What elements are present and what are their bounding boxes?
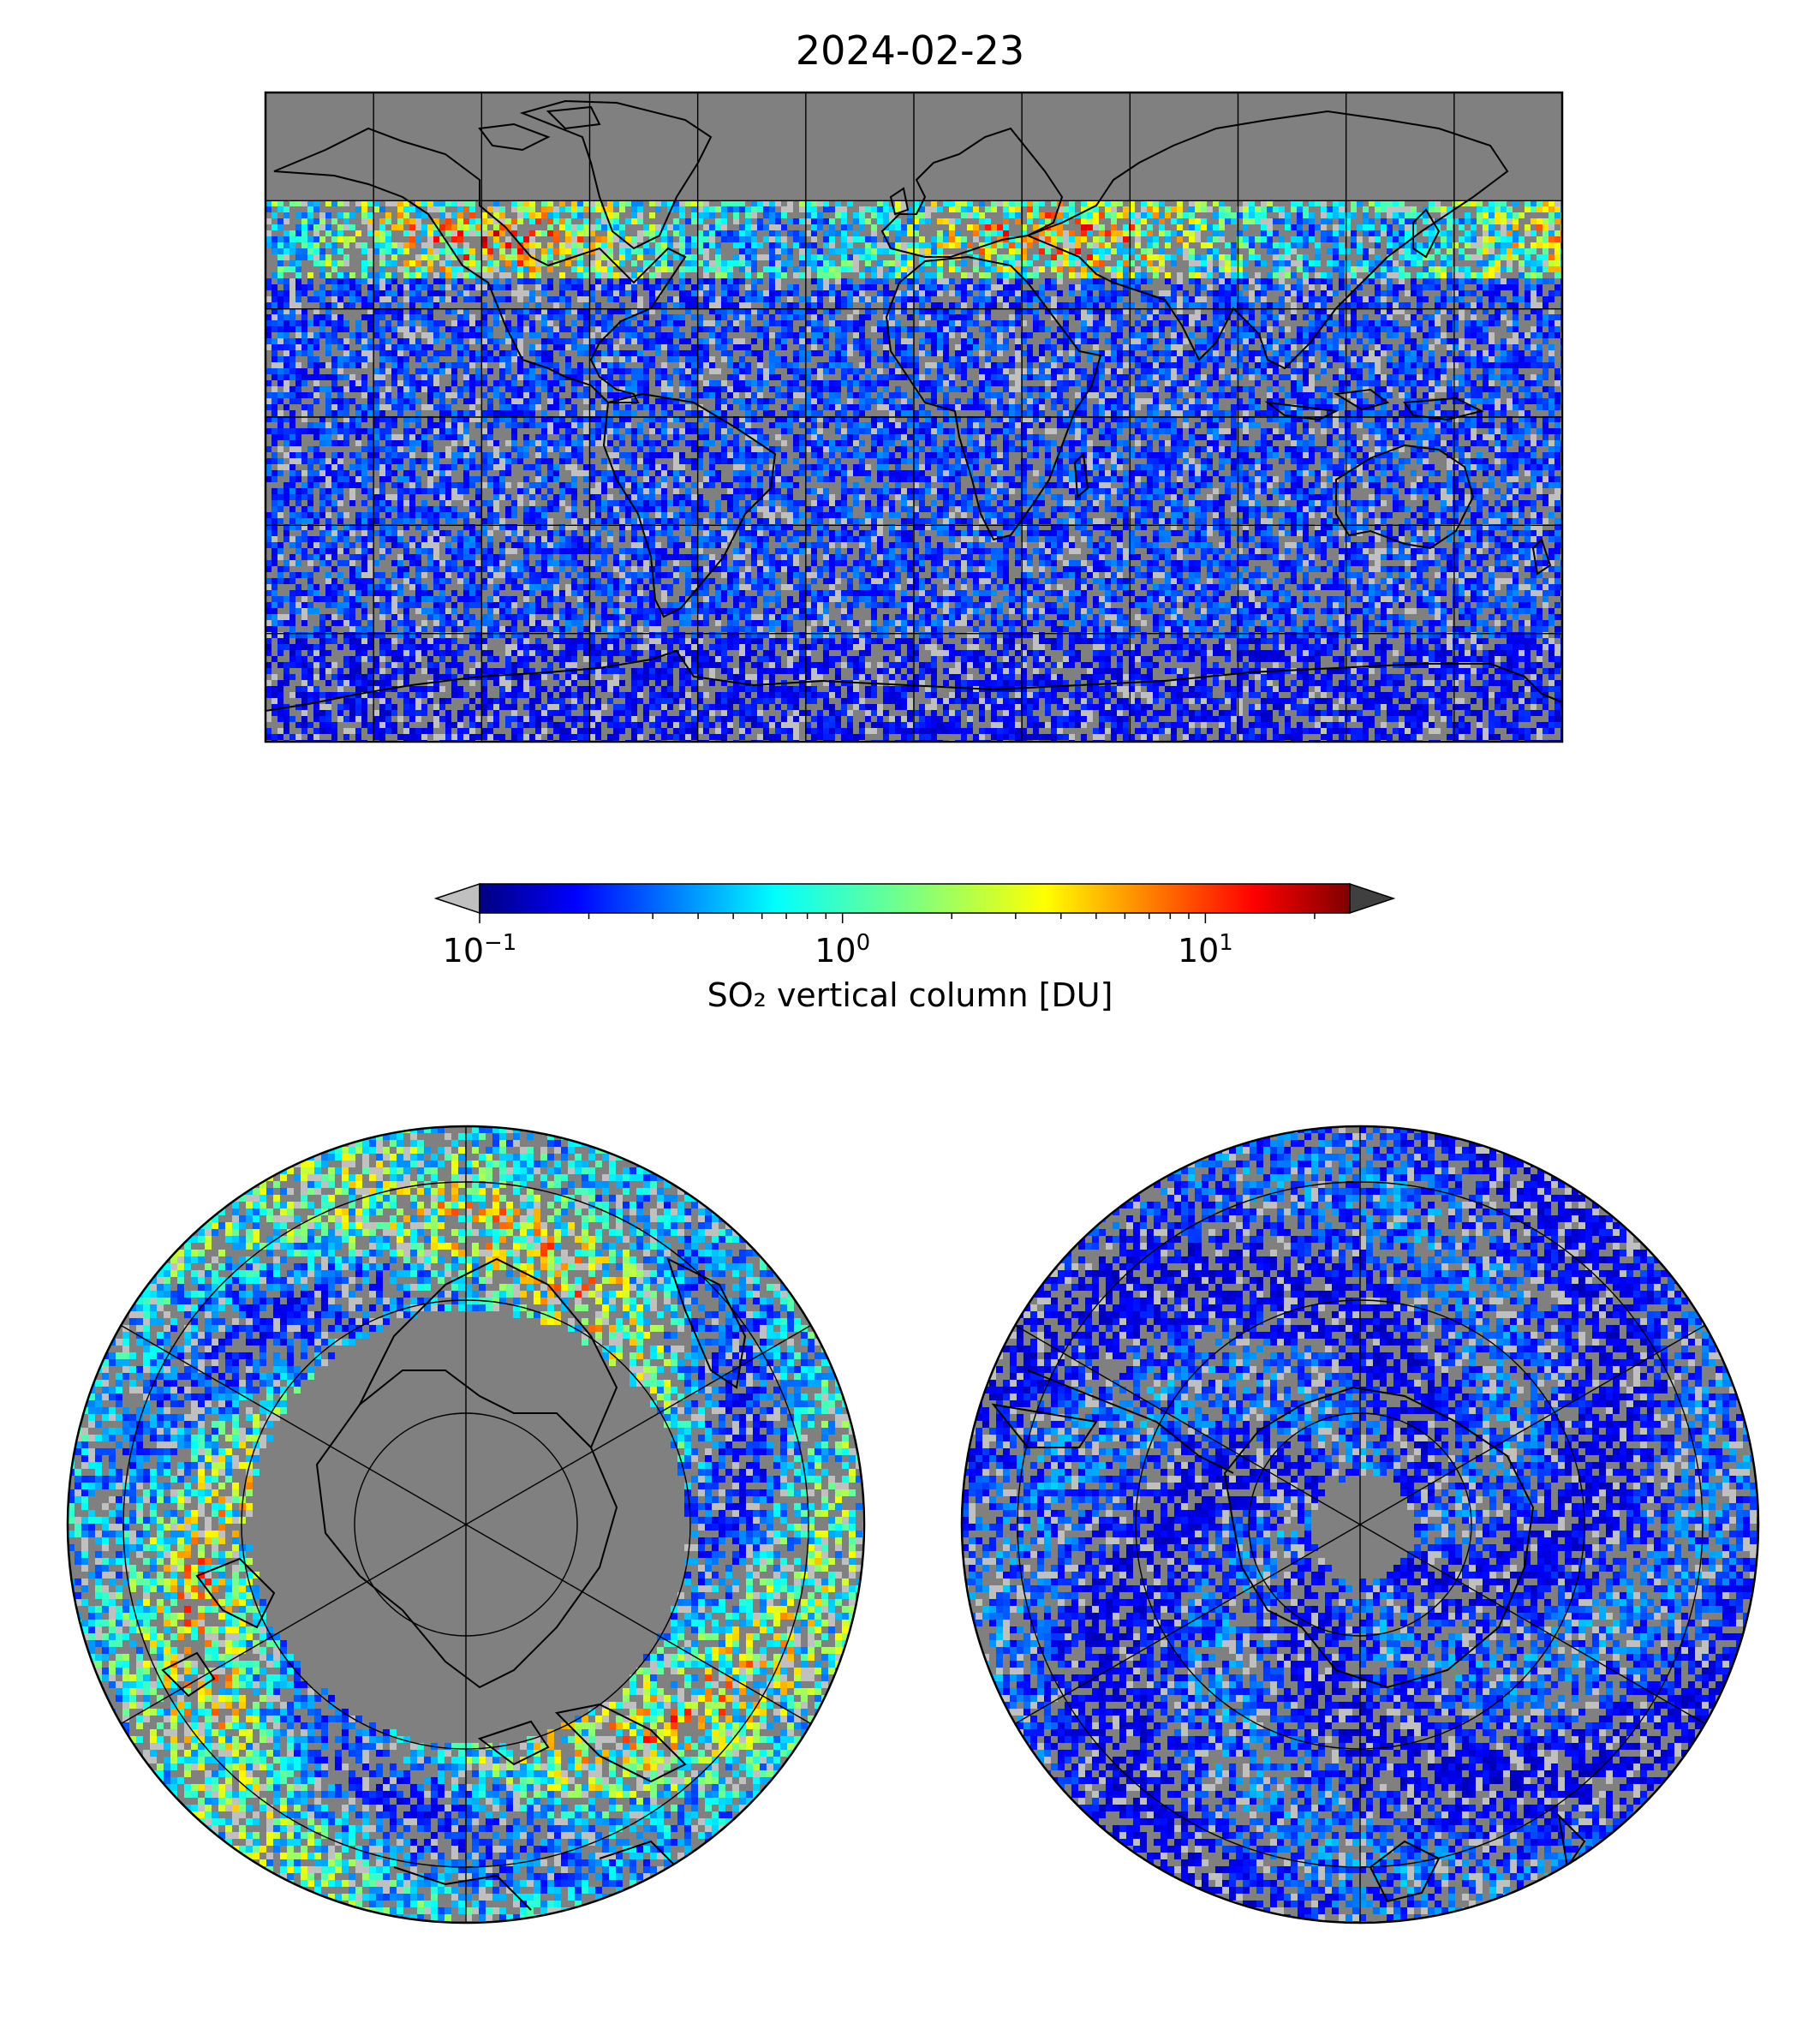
colorbar-frame bbox=[479, 883, 1351, 914]
meridian-line bbox=[1014, 1324, 1361, 1525]
meridian-line bbox=[465, 1524, 812, 1725]
global-map-frame bbox=[264, 91, 1564, 743]
north-polar-graticule bbox=[120, 1126, 812, 1923]
colorbar bbox=[433, 882, 1396, 923]
south-polar-frame bbox=[960, 1125, 1760, 1925]
colorbar-label: SO₂ vertical column [DU] bbox=[0, 976, 1820, 1014]
colorbar-gradient bbox=[480, 884, 1350, 913]
tick-base: 10 bbox=[443, 932, 484, 970]
tick-exponent: −1 bbox=[484, 930, 516, 956]
meridian-line bbox=[1014, 1524, 1361, 1725]
meridian-line bbox=[465, 1324, 812, 1525]
colorbar-under-extension bbox=[433, 882, 480, 915]
tick-base: 10 bbox=[815, 932, 856, 970]
colorbar-tick-label: 10−1 bbox=[443, 932, 517, 970]
meridian-line bbox=[1359, 1524, 1706, 1725]
tick-exponent: 0 bbox=[856, 930, 871, 956]
colorbar-ticks bbox=[479, 913, 1316, 923]
meridian-line bbox=[1359, 1324, 1706, 1525]
tick-base: 10 bbox=[1178, 932, 1219, 970]
meridian-line bbox=[120, 1324, 467, 1525]
global-graticule bbox=[266, 92, 1562, 742]
figure-title: 2024-02-23 bbox=[0, 27, 1820, 74]
tick-exponent: 1 bbox=[1219, 930, 1233, 956]
south-polar-map-panel bbox=[960, 1125, 1760, 1925]
colorbar-tick-label: 101 bbox=[1178, 932, 1233, 970]
north-polar-map-panel bbox=[66, 1125, 866, 1925]
south-polar-so2-field bbox=[962, 1126, 1758, 1923]
global-so2-field bbox=[266, 200, 1562, 742]
south-polar-graticule bbox=[1014, 1126, 1706, 1923]
north-polar-coastlines bbox=[161, 1257, 747, 1911]
north-polar-frame bbox=[66, 1125, 866, 1925]
global-map-panel bbox=[264, 91, 1564, 743]
global-coastlines bbox=[266, 99, 1562, 712]
north-polar-so2-field bbox=[68, 1126, 864, 1923]
colorbar-over-extension bbox=[1349, 882, 1396, 915]
meridian-line bbox=[120, 1524, 467, 1725]
colorbar-tick-label: 100 bbox=[815, 932, 870, 970]
